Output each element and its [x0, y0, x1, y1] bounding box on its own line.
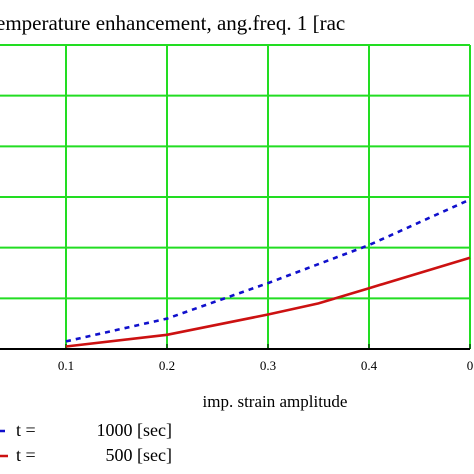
chart-title: emperature enhancement, ang.freq. 1 [rac — [0, 11, 345, 35]
series-line-1 — [65, 198, 471, 343]
legend: t = 1000 [sec] t = 500 [sec] — [0, 420, 172, 465]
x-tick-label: 0.1 — [58, 358, 74, 373]
legend-label-2: 500 [sec] — [106, 445, 172, 465]
series-line-2 — [65, 256, 471, 348]
legend-prefix-1: t = — [16, 420, 36, 440]
x-tick-labels: 0.1 0.2 0.3 0.4 0 — [58, 358, 473, 373]
grid — [0, 44, 471, 349]
legend-label-1: 1000 [sec] — [97, 420, 172, 440]
x-tick-label: 0 — [467, 358, 474, 373]
x-axis-label: imp. strain amplitude — [203, 392, 348, 411]
x-tick-label: 0.3 — [260, 358, 276, 373]
x-tick-label: 0.2 — [159, 358, 175, 373]
series-group — [65, 198, 471, 348]
legend-prefix-2: t = — [16, 445, 36, 465]
x-tick-label: 0.4 — [361, 358, 378, 373]
